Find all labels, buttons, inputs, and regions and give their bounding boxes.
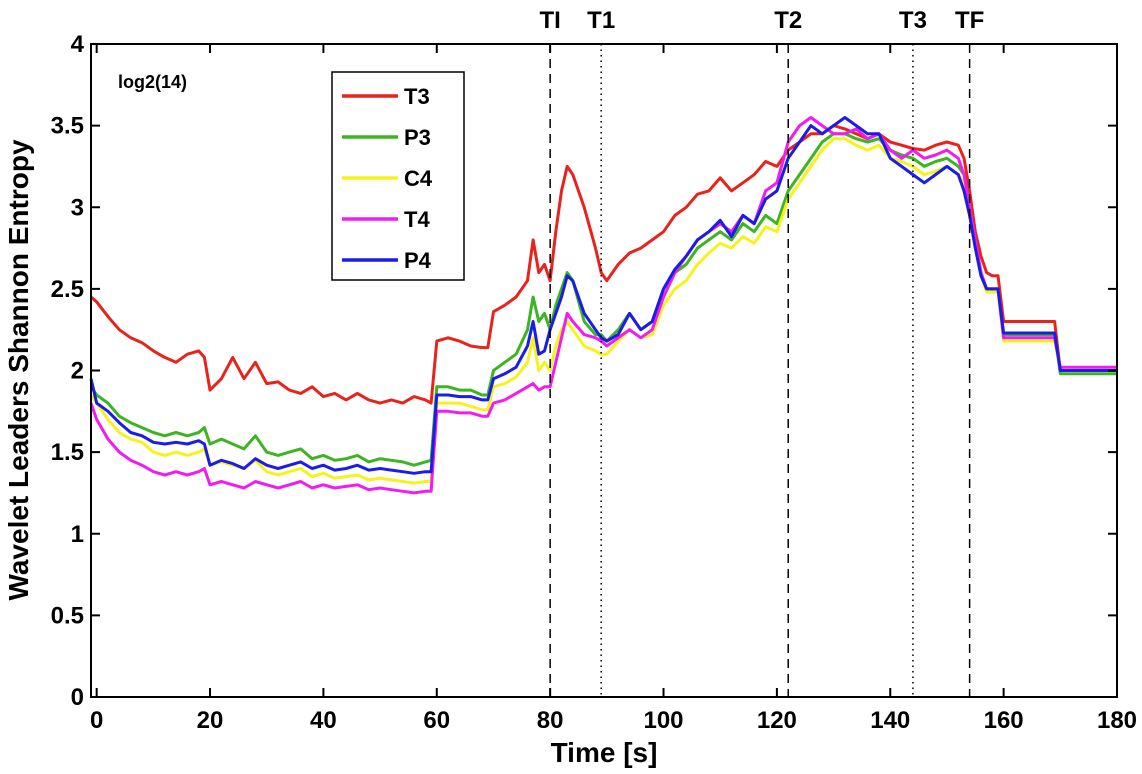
series-layer [89,116,1117,495]
x-tick-label: 160 [984,707,1024,734]
legend-label-t4: T4 [404,207,430,232]
legend-label-p3: P3 [404,125,431,150]
x-tick-label: 40 [310,707,337,734]
legend-box [331,71,465,281]
x-tick-label: 120 [757,707,797,734]
marker-label-tf: TF [955,7,984,34]
x-tick-label: 140 [870,707,910,734]
y-tick-label: 1 [71,521,84,548]
y-axis-title: Wavelet Leaders Shannon Entropy [3,139,34,600]
y-tick-label: 2.5 [51,276,84,303]
annotation-text: log2(14) [118,72,187,92]
marker-label-t2: T2 [774,7,802,34]
y-tick-label: 4 [71,31,85,58]
y-tick-label: 3 [71,194,84,221]
vertical-marker-layer: TI T1 T2 T3 TF [539,7,984,697]
y-tick-label: 3.5 [51,113,84,140]
plot-background [91,44,1117,697]
x-axis-title: Time [s] [551,737,658,768]
marker-label-t1: T1 [587,7,615,34]
y-tick-label: 1.5 [51,439,84,466]
series-line-t3 [90,124,1117,405]
legend-items: T3 P3 C4 T4 P4 [342,84,433,273]
legend: T3 P3 C4 T4 P4 [331,71,465,281]
legend-label-t3: T3 [404,84,430,109]
legend-label-p4: P4 [404,248,432,273]
legend-label-c4: C4 [404,166,433,191]
series-line-p4 [89,116,1117,475]
x-tick-label: 100 [643,707,683,734]
y-tick-label: 0 [71,684,84,711]
tick-layer: 0 20 40 60 80 100 120 140 160 180 0 0.5 1 1.5 2 2.5 3 3.5… [51,31,1137,734]
marker-label-ti: TI [539,7,560,34]
x-tick-label: 20 [197,707,224,734]
x-tick-label: 60 [423,707,450,734]
y-tick-label: 2 [71,358,84,385]
y-tick-label: 0.5 [51,602,84,629]
x-tick-label: 180 [1097,707,1137,734]
marker-label-t3: T3 [899,7,927,34]
x-tick-label: 80 [537,707,564,734]
x-tick-label: 0 [90,707,103,734]
series-line-t4 [89,116,1117,495]
